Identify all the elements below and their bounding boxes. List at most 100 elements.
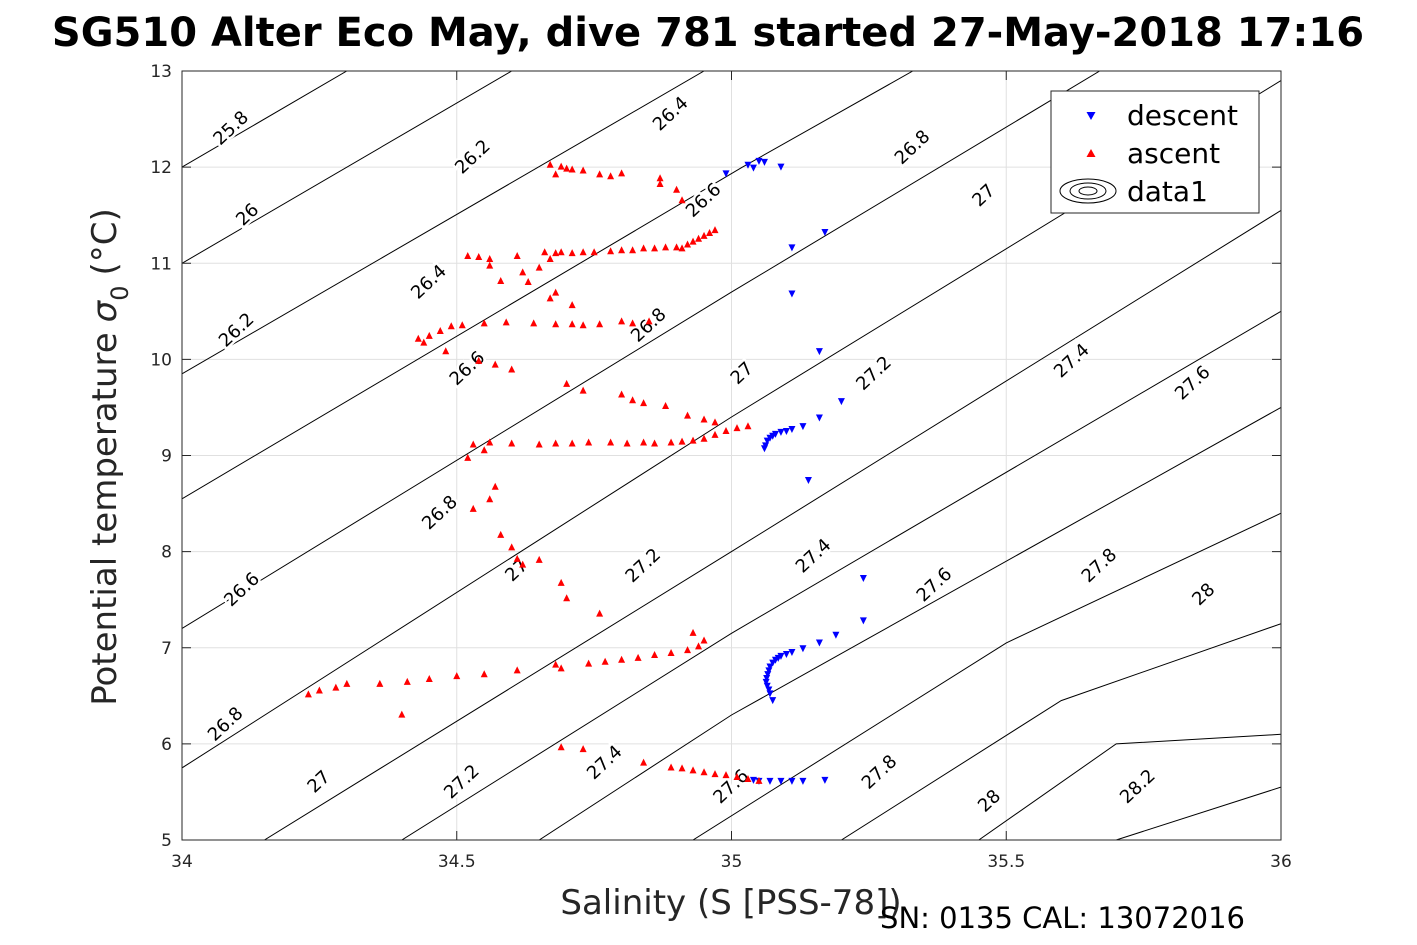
axis-ticks: 34 34.5 35 35.5 36 5 6 7 8 9 10 11 12 13 xyxy=(150,62,1291,872)
ascent-point xyxy=(673,185,681,193)
y-axis-label-unit: (°C) xyxy=(85,208,125,275)
contour-line xyxy=(401,310,1281,840)
ascent-point xyxy=(332,683,340,691)
descent-point xyxy=(815,348,823,356)
contour-line xyxy=(182,71,1100,629)
descent-point xyxy=(832,631,840,639)
descent-point xyxy=(764,671,772,679)
ascent-point xyxy=(667,763,675,771)
ascent-point xyxy=(557,743,565,751)
descent-point xyxy=(821,228,829,236)
ascent-point xyxy=(453,672,461,680)
ascent-point xyxy=(695,234,703,242)
ascent-point xyxy=(563,379,571,387)
ascent-point xyxy=(733,773,741,781)
ascent-point xyxy=(618,655,626,663)
y-tick-label: 10 xyxy=(150,350,172,370)
x-tick-label: 35.5 xyxy=(987,852,1025,872)
ascent-point xyxy=(629,396,637,404)
descent-point xyxy=(766,663,774,671)
descent-point xyxy=(769,432,777,440)
descent-point xyxy=(766,777,774,785)
x-tick-label: 34 xyxy=(171,852,193,872)
descent-point xyxy=(782,650,790,658)
descent-point xyxy=(765,686,773,694)
y-axis-label: Potential temperature σ0 (°C) xyxy=(85,208,134,706)
ascent-point xyxy=(684,411,692,419)
ascent-point xyxy=(678,196,686,204)
descent-point xyxy=(744,161,752,169)
y-axis-label-sigma: σ xyxy=(85,299,125,322)
y-tick-label: 12 xyxy=(150,158,172,178)
descent-point xyxy=(799,777,807,785)
contour-line xyxy=(182,71,705,375)
ascent-point xyxy=(585,659,593,667)
ascent-point xyxy=(497,277,505,285)
ascent-point xyxy=(513,252,521,260)
chart-title: SG510 Alter Eco May, dive 781 started 27… xyxy=(52,10,1364,56)
ascent-point xyxy=(552,288,560,296)
descent-point xyxy=(788,426,796,434)
ascent-point xyxy=(678,764,686,772)
ascent-point xyxy=(700,768,708,776)
footer-serial: SN: 0135 CAL: 13072016 xyxy=(880,901,1245,935)
descent-point xyxy=(815,414,823,422)
descent-point xyxy=(771,430,779,438)
descent-point xyxy=(763,682,771,690)
ascent-point xyxy=(414,334,422,342)
contour-line xyxy=(182,71,512,264)
ascent-point xyxy=(607,438,615,446)
y-axis-label-subscript: 0 xyxy=(106,285,134,300)
ascent-point xyxy=(700,415,708,423)
descent-point xyxy=(749,776,757,784)
gridlines xyxy=(182,71,1281,840)
ascent-point xyxy=(497,530,505,538)
y-tick-label: 6 xyxy=(161,735,172,755)
contour-line xyxy=(182,71,348,168)
ascent-point xyxy=(629,319,637,327)
ascent-point xyxy=(557,248,565,256)
legend-data1-contour-icon xyxy=(1059,178,1117,204)
legend-descent-label: descent xyxy=(1127,99,1238,132)
ascent-point xyxy=(508,543,516,551)
ascent-point xyxy=(524,278,532,286)
ascent-point xyxy=(546,294,554,302)
ascent-point xyxy=(706,228,714,236)
ascent-point xyxy=(684,240,692,248)
ascent-point xyxy=(662,243,670,251)
ascent-point xyxy=(744,774,752,782)
descent-point xyxy=(788,290,796,298)
ascent-point xyxy=(755,776,763,784)
descent-point xyxy=(763,437,771,445)
descent-point xyxy=(774,654,782,662)
ascent-point xyxy=(678,244,686,252)
ascent-point xyxy=(640,244,648,252)
descent-point xyxy=(766,690,774,698)
ascent-point xyxy=(557,664,565,672)
ascent-point xyxy=(568,249,576,257)
y-tick-label: 8 xyxy=(161,543,172,563)
ascent-point xyxy=(491,360,499,368)
ascent-point xyxy=(568,165,576,173)
descent-point xyxy=(821,776,829,784)
descent-point xyxy=(763,675,771,683)
legend-ascent-marker xyxy=(1086,149,1096,157)
ascent-point xyxy=(436,327,444,335)
ascent-point xyxy=(618,169,626,177)
ascent-point xyxy=(480,319,488,327)
ascent-point xyxy=(579,745,587,753)
ascent-point xyxy=(552,439,560,447)
descent-point xyxy=(755,157,763,165)
contour-line xyxy=(1116,786,1281,840)
ascent-point xyxy=(343,679,351,687)
ascent-point xyxy=(667,649,675,657)
descent-point xyxy=(760,158,768,166)
ascent-point xyxy=(744,422,752,430)
descent-point xyxy=(769,659,777,667)
ascent-point xyxy=(645,317,653,325)
y-tick-label: 5 xyxy=(161,831,172,851)
ascent-point xyxy=(563,594,571,602)
descent-point xyxy=(788,649,796,657)
ascent-point xyxy=(651,244,659,252)
ascent-point xyxy=(535,555,543,563)
